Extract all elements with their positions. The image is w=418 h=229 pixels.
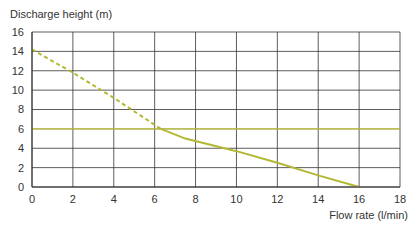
svg-text:2: 2	[70, 193, 76, 205]
svg-text:8: 8	[192, 193, 198, 205]
svg-text:18: 18	[394, 193, 406, 205]
svg-text:4: 4	[18, 142, 24, 154]
svg-text:16: 16	[353, 193, 365, 205]
svg-text:10: 10	[12, 84, 24, 96]
svg-text:6: 6	[18, 123, 24, 135]
html-text:Flow rate (l/min): Flow rate (l/min)	[329, 209, 408, 221]
svg-text:6: 6	[152, 193, 158, 205]
svg-text:16: 16	[12, 26, 24, 38]
svg-text:8: 8	[18, 103, 24, 115]
svg-text:12: 12	[271, 193, 283, 205]
svg-text:0: 0	[18, 181, 24, 193]
svg-text:12: 12	[12, 65, 24, 77]
html-text:Discharge height (m): Discharge height (m)	[10, 8, 113, 20]
svg-text:2: 2	[18, 162, 24, 174]
svg-text:4: 4	[111, 193, 117, 205]
svg-text:14: 14	[312, 193, 324, 205]
svg-text:14: 14	[12, 45, 24, 57]
svg-text:10: 10	[230, 193, 242, 205]
svg-text:0: 0	[29, 193, 35, 205]
